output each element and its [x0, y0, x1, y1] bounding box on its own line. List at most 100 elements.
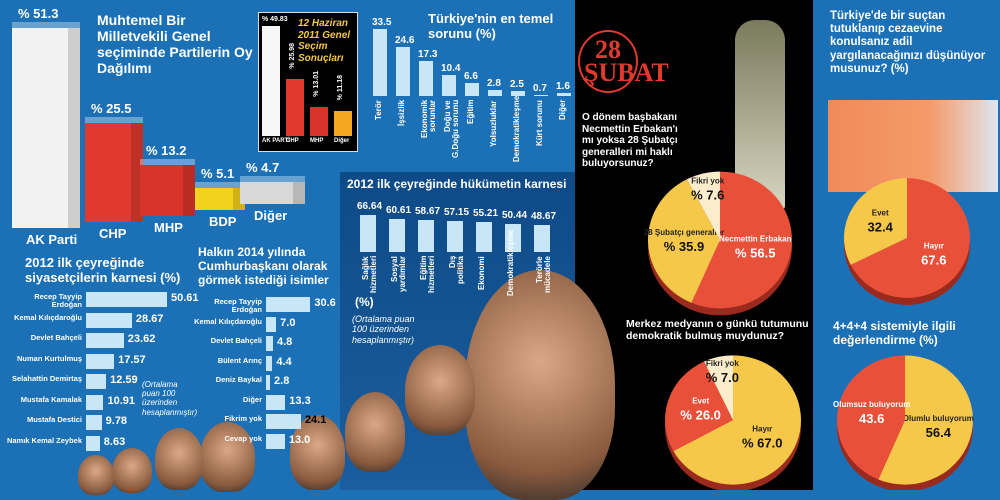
president-name: Deniz Baykal: [215, 375, 262, 384]
pie-slice: [673, 355, 802, 485]
president-bar-value: 30.6: [314, 297, 336, 309]
politician-bar-value: 12.59: [110, 374, 138, 386]
politician-bar: [86, 333, 124, 348]
pie-slice-label: Olumlu buluyorum: [903, 414, 974, 423]
pres-title: Halkın 2014 yılında Cumhurbaşkanı olarak…: [198, 245, 329, 287]
president-bar: [266, 297, 311, 312]
president-name: Diğer: [242, 394, 262, 404]
president-bar: [266, 394, 286, 410]
problem-bar: [465, 82, 479, 96]
gov-bar-value: 60.61: [386, 204, 412, 216]
main-bar-value: % 5.1: [201, 166, 235, 181]
president-bar-value: 7.0: [280, 316, 296, 329]
main-bar-value: % 13.2: [146, 142, 187, 158]
pie-slice-label: Hayır: [924, 242, 944, 251]
photo-erdogan: [465, 270, 615, 500]
gov-unit: (%): [355, 295, 374, 309]
problem-bar: [511, 91, 525, 96]
problem-bar: [442, 75, 456, 96]
gov-bar: [476, 221, 492, 252]
problem-bar-value: 24.6: [395, 34, 415, 46]
edu-question: 4+4+4 sistemiyle ilgili değerlendirme (%…: [833, 319, 956, 347]
gov-bar: [418, 219, 434, 252]
president-name: Cevap yok: [224, 433, 262, 443]
pol-title: 2012 ilk çeyreğinde siyasetçilerin karne…: [25, 255, 181, 285]
pie-slice-label: Fikri yok: [691, 177, 724, 186]
pie-slice-label: 28 Şubatçı generaller: [644, 228, 724, 237]
politician-name: Kemal Kılıçdaroğlu: [14, 312, 82, 322]
problem-title: Türkiye'nin en temel sorunu (%): [428, 11, 554, 41]
gov-bar-value: 66.64: [357, 201, 383, 213]
president-name: Recep Tayyip Erdoğan: [214, 297, 262, 314]
gov-bar: [447, 220, 463, 252]
pie-slice: [648, 179, 720, 303]
inset-bar: [262, 26, 280, 136]
president-bar: [266, 355, 273, 371]
president-bar: [266, 433, 285, 449]
politician-name: Numan Kurtulmuş: [16, 353, 82, 363]
pie-slice-value: 32.4: [868, 219, 894, 234]
pie-slice-value: % 35.9: [664, 239, 704, 254]
photo-kurtulmus: [112, 448, 152, 493]
main-bar-label: Diğer: [254, 208, 288, 223]
pie-slice-label: Evet: [692, 396, 709, 405]
president-name: Devlet Bahçeli: [210, 336, 262, 345]
main-bar: [240, 182, 305, 204]
photo-politician: [200, 422, 255, 492]
photo-destici: [155, 428, 203, 490]
politician-bar: [86, 415, 102, 430]
main-bar: [12, 27, 80, 228]
president-bar-value: 2.8: [274, 375, 290, 387]
pie-slice: [691, 171, 793, 309]
politician-name: Recep Tayyip Erdoğan: [34, 292, 82, 309]
gov-bar: [534, 225, 550, 252]
president-bar-value: 4.4: [276, 355, 292, 368]
photo-bahceli: [345, 392, 405, 472]
inset-bar: [334, 111, 352, 136]
politician-bar-value: 9.78: [105, 415, 128, 427]
pie-slice-value: % 26.0: [680, 407, 720, 422]
pie-slice: [704, 355, 733, 420]
pie-slice-label: Olumsuz buluyorum: [833, 400, 910, 409]
politician-name: Selahattin Demirtaş: [11, 374, 82, 383]
gov-bar-value: 57.15: [444, 206, 470, 218]
problem-bar-value: 17.3: [418, 49, 438, 61]
inset-bar-label: AK PARTİ: [262, 138, 290, 144]
politician-name: Namık Kemal Zeybek: [6, 435, 82, 445]
president-bar: [266, 375, 271, 390]
politician-bar-value: 23.62: [127, 333, 156, 345]
pie-slice-label: Hayır: [752, 424, 772, 433]
main-bar-value: % 4.7: [246, 160, 280, 175]
politician-name: Mustafa Destici: [26, 415, 82, 424]
pie-slice: [837, 355, 905, 480]
gov-title: 2012 ilk çeyreğinde hükümetin karnesi: [347, 177, 567, 191]
inset-bar-value: % 49.83: [262, 16, 288, 24]
prisoners-illustration: [828, 100, 998, 192]
gov-bar-value: 58.67: [415, 205, 441, 217]
politician-bar-value: 8.63: [103, 435, 126, 448]
president-bar: [266, 414, 301, 429]
problem-bar: [488, 90, 502, 96]
president-name: Bülent Arınç: [217, 355, 262, 365]
inset-title: 12 Haziran 2011 Genel Seçim Sonuçları: [298, 18, 351, 64]
politician-bar: [86, 292, 167, 307]
main-bar-label: CHP: [99, 226, 127, 241]
pie-slice-value: % 67.0: [742, 435, 782, 450]
main-bar-label: BDP: [209, 214, 237, 229]
problem-bar: [373, 29, 387, 96]
inset-bar-label: Diğer: [334, 138, 350, 144]
gov-note: (Ortalama puan 100 üzerinden hesaplanmış…: [352, 314, 415, 345]
politician-bar-value: 28.67: [135, 312, 164, 325]
main-title: Muhtemel Bir Milletvekili Genel seçimind…: [97, 12, 253, 77]
pie-slice-label: Evet: [872, 208, 889, 217]
inset-bar: [286, 78, 304, 136]
subat-question: O dönem başbakanı Necmettin Erbakan'ı mı…: [582, 112, 678, 169]
main-bar-label: MHP: [154, 220, 183, 235]
inset-bar-label: MHP: [310, 138, 324, 144]
pie-slice: [844, 178, 907, 265]
photo-demirtas: [78, 455, 114, 495]
pie-slice-value: % 7.6: [691, 188, 724, 203]
problem-bar: [419, 61, 433, 96]
gov-bar-value: 48.67: [531, 211, 557, 223]
